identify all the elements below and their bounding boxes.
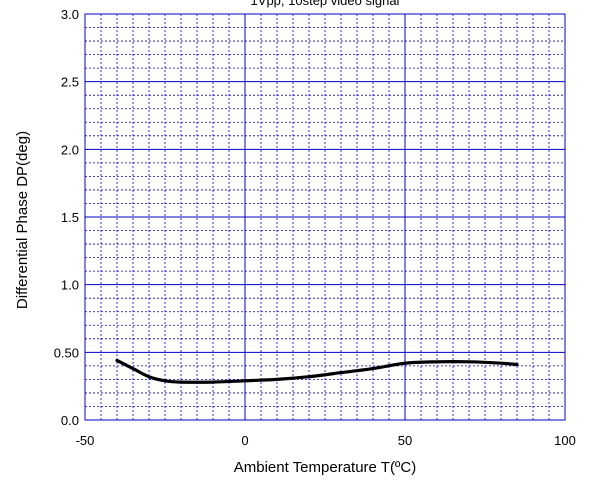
plot-frame [84,13,566,421]
series-layer [115,358,519,384]
data-point [243,379,247,383]
data-point [403,361,407,365]
x-tick-label: 100 [554,433,576,448]
chart-title: 1Vpp, 10step video signal [251,0,400,8]
minor-grid [85,14,565,420]
data-point [515,363,519,366]
y-tick-label: 1.5 [61,210,79,225]
y-tick-label: 1.0 [61,278,79,293]
data-point [163,379,167,383]
x-tick-label: -50 [76,433,95,448]
data-point [467,360,471,364]
series-line [115,358,519,384]
y-tick-label: 0.50 [54,345,79,360]
x-axis-label: Ambient Temperature T(ºC) [234,459,417,476]
y-tick-label: 0.0 [61,413,79,428]
data-point [435,360,439,364]
data-point [147,375,151,378]
major-grid [85,14,565,420]
data-point [499,361,503,365]
data-point [307,375,311,378]
y-tick-label: 3.0 [61,7,79,22]
x-tick-label: 50 [398,433,412,448]
data-point [371,367,375,370]
y-tick-label: 2.5 [61,75,79,90]
data-point [131,367,135,370]
data-point [179,380,183,384]
y-tick-labels: 0.0 0.50 1.0 1.5 2.0 2.5 3.0 [54,7,79,428]
x-tick-label: 0 [241,433,248,448]
data-point [275,378,279,381]
y-tick-label: 2.0 [61,142,79,157]
y-axis-label: Differential Phase DP(deg) [14,131,31,309]
data-point [115,359,119,362]
data-point [211,380,215,384]
x-tick-labels: -50 0 50 100 [76,433,576,448]
data-point [339,371,343,374]
